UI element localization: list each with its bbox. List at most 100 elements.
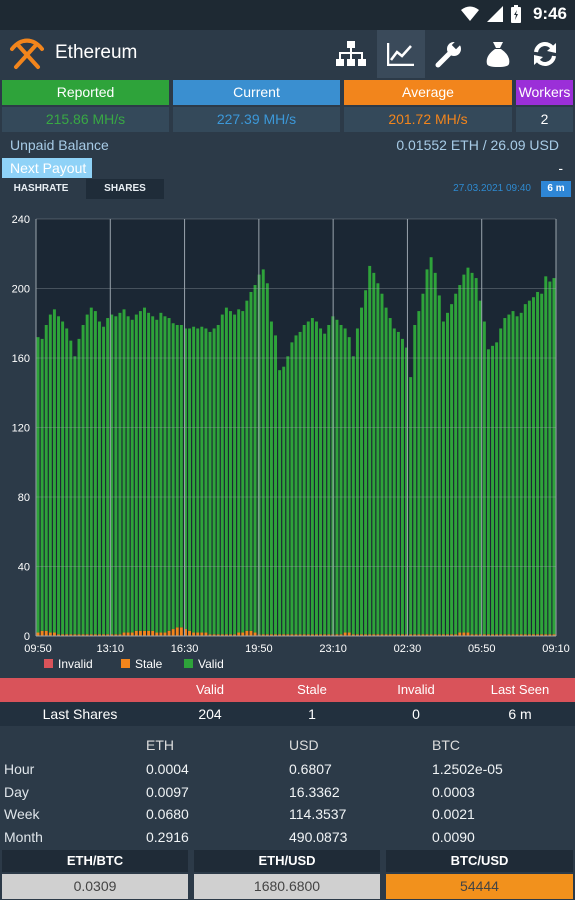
bar-valid [384,307,388,635]
bar-valid [425,269,429,635]
chart-tabs: HASHRATE SHARES 27.03.2021 09:40 6 m [0,179,575,199]
bar-valid [491,345,495,635]
bar-stale [155,632,159,636]
tab-shares[interactable]: SHARES [86,179,164,199]
bar-valid [151,316,155,631]
money-bag-button[interactable] [474,30,522,78]
status-time: 9:46 [532,4,567,23]
bar-stale [212,634,216,636]
tab-hashrate[interactable]: HASHRATE [13,183,69,194]
earnings-row-label: Day [4,784,29,800]
bar-stale [52,632,56,636]
stat-label: Workers [516,80,573,105]
bar-stale [241,632,245,636]
bar-stale [327,634,331,636]
bar-stale [73,634,77,636]
bar-valid [147,312,151,631]
bar-valid [294,335,298,635]
bar-stale [323,634,327,636]
bar-valid [323,333,327,635]
bar-stale [69,634,73,636]
bar-valid [532,297,535,635]
bar-stale [89,634,93,636]
bar-stale [163,632,167,636]
bar-valid [310,318,314,635]
bar-valid [495,342,499,635]
bar-stale [85,634,89,636]
bar-valid [437,295,441,635]
bar-stale [274,634,278,636]
bar-valid [433,272,437,635]
bar-valid [61,321,65,635]
bar-valid [503,318,507,635]
bar-valid [286,356,290,635]
bar-stale [269,634,273,636]
x-tick-label: 19:50 [245,643,273,655]
bar-stale [335,634,339,636]
bar-stale [200,632,204,636]
bar-valid [183,328,187,630]
x-tick-label: 16:30 [171,643,199,655]
bar-stale [433,634,437,636]
bar-valid [298,331,302,635]
earnings-btc: 0.0021 [432,806,475,822]
bar-stale [106,634,110,636]
bar-valid [523,304,527,635]
bar-stale [548,634,552,636]
valid-count: 204 [198,706,222,722]
bar-stale [233,634,237,636]
row-label: Last Shares [42,706,118,722]
bar-stale [532,634,535,636]
bar-valid [48,314,52,633]
bar-stale [204,632,208,636]
bar-stale [130,632,134,636]
rate-label: ETH/BTC [2,850,188,872]
battery-icon [510,5,521,23]
bar-valid [540,293,544,635]
chart-button[interactable] [377,30,425,78]
chart-interval-badge[interactable]: 6 m [541,181,571,197]
x-tick-label: 13:10 [97,643,125,655]
bar-stale [114,634,118,636]
stat-current: Current 227.39 MH/s [173,80,340,132]
bar-valid [319,328,323,635]
bar-valid [306,321,310,635]
bar-valid [548,281,552,635]
bar-valid [454,293,458,635]
bar-valid [441,321,445,635]
invalid-count: 0 [412,706,420,722]
bar-stale [384,634,388,636]
bar-stale [466,632,470,636]
bar-stale [499,634,503,636]
unpaid-balance-row: Unpaid Balance 0.01552 ETH / 26.09 USD [0,133,575,157]
wrench-button[interactable] [425,30,473,78]
earnings-eth: 0.2916 [146,829,189,845]
bar-stale [143,630,146,636]
bar-valid [552,278,556,635]
network-button[interactable] [327,30,375,78]
refresh-button[interactable] [521,30,569,78]
earnings-usd: 16.3362 [289,784,340,800]
bar-valid [474,278,478,635]
bar-stale [261,634,265,636]
unpaid-balance-value: 0.01552 ETH / 26.09 USD [396,137,559,153]
bar-valid [380,293,384,635]
stat-label: Current [173,80,340,105]
bar-valid [208,331,212,635]
earnings-eth: 0.0097 [146,784,189,800]
bar-valid [364,290,368,635]
bar-valid [482,321,486,635]
stat-label: Reported [2,80,169,105]
stat-reported: Reported 215.86 MH/s [2,80,169,132]
stat-value: 2 [516,107,573,132]
bar-stale [409,634,413,636]
bar-valid [417,311,421,635]
bar-valid [372,272,376,635]
y-tick-label: 80 [18,492,30,504]
bar-valid [511,311,515,635]
legend-label: Invalid [58,657,93,671]
bar-stale [523,634,527,636]
bar-valid [85,314,89,635]
bar-valid [265,283,269,635]
bar-stale [474,634,478,636]
